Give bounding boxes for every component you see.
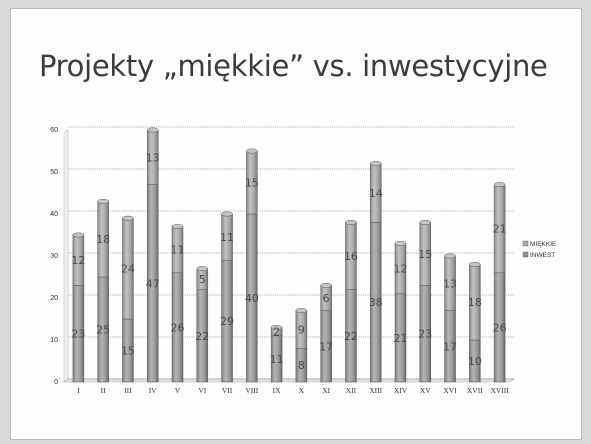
bar-cap: [369, 161, 382, 167]
bar-cap: [345, 219, 357, 225]
bar-cap: [419, 219, 432, 225]
slide-title: Projekty „miękkie” vs. inwestycyjne: [39, 49, 548, 83]
data-label: 22: [344, 330, 358, 343]
bar-cap: [72, 232, 85, 238]
data-label: 8: [298, 359, 305, 372]
x-tick-label: VII: [222, 386, 233, 395]
x-tick-label: XV: [420, 386, 431, 395]
bar-cap: [221, 211, 233, 217]
x-tick-label: XIII: [369, 386, 382, 395]
legend: MIĘKKIE INWEST: [522, 240, 557, 259]
x-tick-label: X: [299, 386, 305, 395]
data-label: 10: [468, 355, 482, 368]
data-label: 11: [220, 231, 234, 244]
x-tick-label: VIII: [245, 386, 258, 395]
data-label: 21: [493, 223, 507, 236]
bar-cap: [394, 240, 407, 246]
bar-cap: [469, 261, 481, 267]
legend-swatch: [522, 251, 529, 258]
bar-cap: [196, 266, 209, 272]
bar-cap: [270, 324, 283, 330]
x-tick-label: V: [175, 386, 181, 395]
data-label: 15: [245, 177, 259, 190]
data-label: 38: [369, 296, 383, 309]
data-label: 18: [468, 296, 482, 309]
data-label: 25: [96, 324, 110, 337]
data-label: 24: [121, 263, 135, 276]
data-label: 47: [146, 277, 160, 290]
data-label: 18: [96, 233, 110, 246]
y-tick-label: 60: [50, 127, 58, 134]
data-label: 6: [323, 292, 330, 305]
legend-swatch: [522, 240, 529, 247]
bar-cap: [97, 198, 109, 204]
data-label: 11: [270, 353, 284, 366]
data-label: 26: [493, 321, 507, 334]
data-label: 11: [171, 244, 185, 257]
data-label: 13: [443, 277, 457, 290]
bars-layer: [72, 127, 506, 383]
data-label: 15: [121, 345, 135, 358]
data-label: 15: [418, 248, 432, 261]
y-tick-label: 20: [50, 295, 58, 302]
x-tick-label: VI: [198, 386, 206, 395]
bar-cap: [295, 308, 308, 314]
data-label: 23: [418, 328, 432, 341]
x-tick-label: II: [101, 386, 106, 395]
x-tick-label: XI: [322, 386, 330, 395]
y-tick-label: 40: [50, 211, 58, 218]
y-tick-label: 10: [50, 337, 58, 344]
data-label: 14: [369, 187, 383, 200]
data-label: 21: [394, 332, 408, 345]
data-label: 40: [245, 292, 259, 305]
data-label: 22: [195, 330, 209, 343]
data-label: 12: [71, 254, 85, 267]
x-tick-label: XII: [346, 386, 357, 395]
x-tick-label: XIV: [394, 386, 408, 395]
bar-cap: [493, 182, 506, 188]
x-tick-label: XVII: [467, 386, 483, 395]
data-label: 16: [344, 250, 358, 263]
data-label: 2: [273, 326, 280, 339]
y-tick-label: 30: [50, 253, 58, 260]
data-label: 13: [146, 151, 160, 164]
data-label: 9: [298, 324, 305, 337]
data-label: 17: [443, 340, 457, 353]
x-tick-label: XVIII: [490, 386, 509, 395]
bar-cap: [444, 253, 456, 259]
data-label: 12: [394, 263, 408, 276]
data-label: 29: [220, 315, 234, 328]
x-tick-label: XVI: [443, 386, 457, 395]
data-label: 17: [319, 340, 333, 353]
data-label: 5: [199, 273, 206, 286]
y-tick-label: 50: [50, 169, 58, 176]
x-tick-label: I: [77, 386, 80, 395]
bar-cap: [246, 148, 258, 154]
labels-layer: 01020304050602312I2518II1524III4713IV261…: [50, 127, 509, 395]
data-label: 26: [171, 321, 185, 334]
legend-label: MIĘKKIE: [530, 241, 557, 248]
bar-cap: [122, 215, 134, 221]
x-tick-label: III: [124, 386, 132, 395]
bar-cap: [171, 224, 184, 230]
bar-cap: [146, 127, 159, 133]
y-axis-wall: [63, 129, 69, 383]
x-tick-label: IV: [149, 386, 157, 395]
data-label: 23: [71, 328, 85, 341]
bar-cap: [320, 282, 332, 288]
legend-label: INWEST: [530, 252, 555, 259]
y-tick-label: 0: [54, 379, 58, 386]
x-tick-label: IX: [273, 386, 281, 395]
